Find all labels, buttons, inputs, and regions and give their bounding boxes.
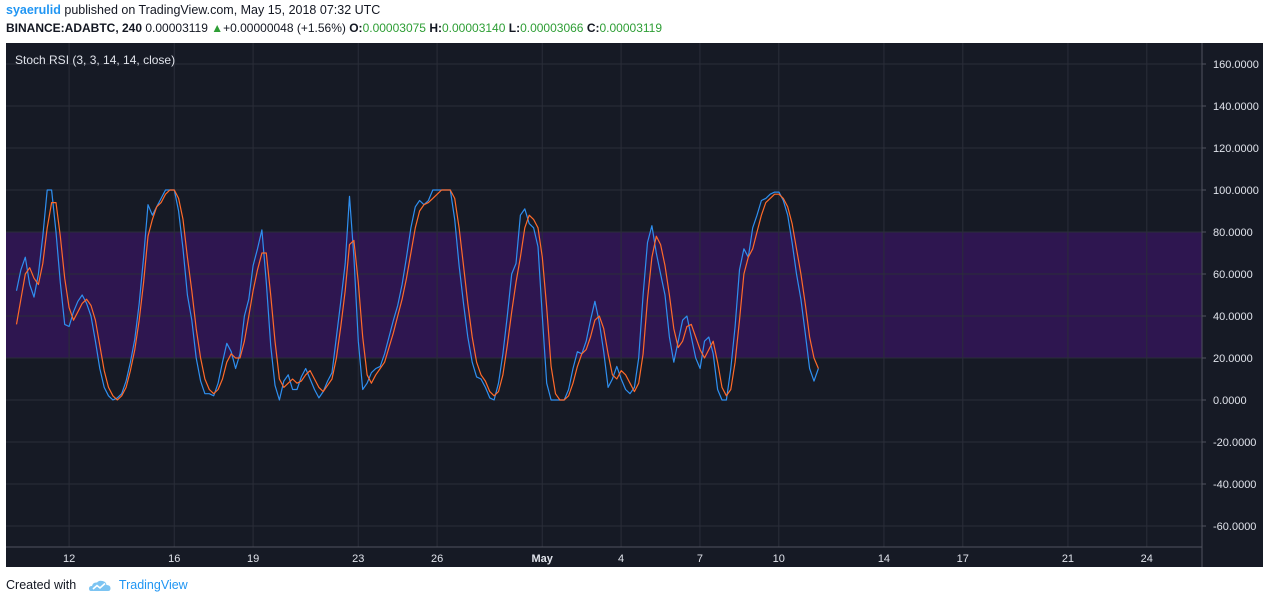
y-axis-labels: 160.0000 140.0000 120.0000 100.0000 80.0000 6… — [1202, 59, 1259, 533]
x-tick-label: 7 — [697, 553, 703, 565]
y-tick-label: -60.0000 — [1213, 521, 1256, 533]
symbol-info: BINANCE:ADABTC, 240 0.00003119 ▲+0.00000… — [6, 21, 662, 35]
overbought-oversold-band — [6, 231, 1202, 359]
band-fill — [6, 232, 1202, 358]
x-tick-label: 4 — [618, 553, 624, 565]
x-tick-label: 24 — [1141, 553, 1153, 565]
publish-info: syaerulid published on TradingView.com, … — [6, 3, 380, 17]
indicator-title[interactable]: Stoch RSI (3, 3, 14, 14, close) — [15, 53, 175, 67]
last-price: 0.00003119 — [145, 21, 208, 35]
author-link[interactable]: syaerulid — [6, 3, 61, 17]
grid-lines — [6, 43, 1203, 567]
symbol-label: BINANCE:ADABTC, 240 — [6, 21, 143, 35]
close-label: C: — [586, 21, 600, 35]
y-tick-label: 100.0000 — [1213, 185, 1259, 197]
low-label: L: — [508, 21, 521, 35]
y-tick-label: -20.0000 — [1213, 437, 1256, 449]
created-with-text: Created with — [6, 578, 77, 592]
x-tick-label: 26 — [431, 553, 443, 565]
x-tick-label: May — [532, 553, 554, 565]
tradingview-logo-icon[interactable] — [88, 579, 112, 593]
y-tick-label: 40.0000 — [1213, 311, 1253, 323]
y-tick-label: -40.0000 — [1213, 479, 1256, 491]
x-axis-labels: 12 16 19 23 26 May 4 7 10 14 17 21 24 — [63, 553, 1153, 565]
stoch-rsi-chart[interactable]: 160.0000140.0000120.0000100.000080.00006… — [6, 43, 1263, 567]
time-axis[interactable] — [6, 547, 1202, 567]
y-tick-label: 140.0000 — [1213, 101, 1259, 113]
series-k-line — [15, 189, 819, 401]
published-text: published on TradingView.com, May 15, 20… — [64, 3, 381, 17]
high-value: 0.00003140 — [441, 21, 506, 35]
x-tick-label: 12 — [63, 553, 75, 565]
open-value: 0.00003075 — [362, 21, 426, 35]
low-value: 0.00003066 — [520, 21, 584, 35]
close-value: 0.00003119 — [599, 21, 662, 35]
high-label: H: — [429, 21, 442, 35]
x-tick-label: 21 — [1062, 553, 1074, 565]
y-tick-label: 120.0000 — [1213, 143, 1259, 155]
x-tick-label: 14 — [878, 553, 890, 565]
tradingview-link[interactable]: TradingView — [118, 578, 188, 592]
x-tick-label: 23 — [352, 553, 364, 565]
price-change: +0.00000048 (+1.56%) — [223, 21, 346, 35]
y-tick-label: 20.0000 — [1213, 353, 1253, 365]
x-tick-label: 10 — [773, 553, 785, 565]
price-axis[interactable] — [1202, 43, 1263, 567]
y-tick-label: 80.0000 — [1213, 227, 1253, 239]
x-tick-label: 17 — [957, 553, 969, 565]
open-label: O: — [349, 21, 363, 35]
series-d-line — [15, 189, 819, 401]
footer: Created with TradingView — [6, 578, 188, 593]
y-tick-label: 160.0000 — [1213, 59, 1259, 71]
x-tick-label: 16 — [168, 553, 180, 565]
series-lines — [15, 189, 819, 401]
y-tick-label: 0.0000 — [1213, 395, 1247, 407]
x-tick-label: 19 — [247, 553, 259, 565]
up-arrow-icon: ▲ — [211, 21, 224, 35]
y-tick-label: 60.0000 — [1213, 269, 1253, 281]
